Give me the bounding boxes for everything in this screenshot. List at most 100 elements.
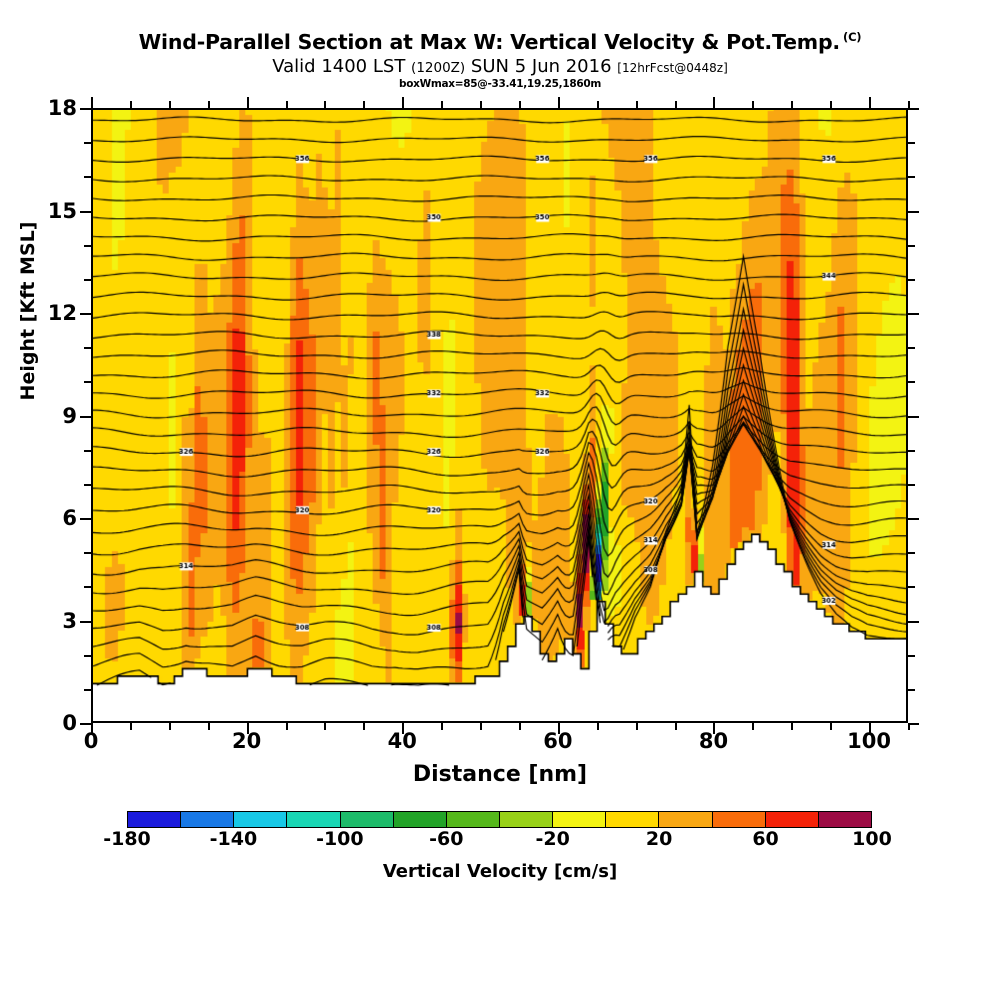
colorbar-band--180 [128, 812, 181, 827]
x-tick-top-80 [713, 97, 716, 108]
y-tick-16 [84, 176, 91, 179]
x-tick-25 [285, 723, 288, 730]
y-tick-6 [80, 518, 91, 520]
title-main-text: Wind-Parallel Section at Max W: Vertical… [138, 30, 841, 54]
colorbar-tick--140: -140 [209, 828, 258, 850]
y-tick-3 [80, 620, 91, 623]
colorbar-band--20 [552, 812, 606, 827]
y-tick-right-15 [908, 210, 919, 213]
colorbar-tick--100: -100 [316, 828, 364, 850]
y-tick-right-11 [908, 347, 915, 350]
y-tick-7 [84, 483, 91, 486]
x-axis-label: Distance [nm] [412, 762, 588, 787]
x-tick-90 [791, 723, 794, 730]
colorbar[interactable] [127, 811, 872, 828]
x-tick-top-40 [402, 97, 405, 108]
x-tick-top-25 [285, 101, 288, 108]
y-tick-right-7 [908, 483, 915, 486]
x-tick-35 [363, 723, 366, 730]
y-tick-right-6 [908, 518, 919, 520]
y-tick-right-4 [908, 586, 915, 589]
x-tick-top-35 [363, 101, 366, 108]
x-tick-65 [596, 723, 599, 730]
y-tick-5 [84, 552, 91, 555]
x-tick-top-15 [207, 101, 210, 108]
x-tick-top-30 [324, 101, 327, 108]
y-tick-right-3 [908, 620, 919, 623]
x-tick-label-40: 40 [387, 729, 417, 753]
x-tick-100 [869, 723, 872, 734]
boxwmax-label: boxWmax=85@-33.41,19.25,1860m [398, 78, 602, 90]
y-tick-label-18: 18 [47, 96, 77, 120]
y-tick-label-3: 3 [62, 608, 77, 633]
x-tick-80 [713, 723, 716, 734]
colorbar-tick--60: -60 [429, 828, 464, 850]
x-tick-top-55 [518, 101, 521, 108]
x-tick-30 [324, 723, 327, 730]
valid-time-label: Valid 1400 LST [272, 56, 406, 77]
y-tick-right-9 [908, 415, 919, 418]
x-tick-label-60: 60 [543, 729, 573, 753]
x-tick-85 [752, 723, 755, 730]
y-tick-right-13 [908, 278, 915, 281]
y-tick-right-5 [908, 552, 915, 555]
x-tick-50 [480, 723, 483, 730]
colorbar-band-80 [817, 812, 871, 827]
colorbar-tick-60: 60 [752, 828, 779, 850]
y-tick-14 [84, 244, 91, 247]
y-tick-label-12: 12 [47, 301, 77, 325]
y-tick-right-14 [908, 244, 915, 247]
x-tick-top-95 [830, 101, 833, 108]
y-tick-right-2 [908, 654, 915, 657]
x-tick-top-60 [557, 97, 560, 108]
y-tick-10 [84, 381, 91, 384]
x-tick-45 [441, 723, 444, 730]
y-tick-right-8 [908, 449, 915, 452]
x-tick-label-20: 20 [231, 729, 262, 753]
colorbar-band--160 [180, 812, 234, 827]
y-tick-11 [84, 347, 91, 350]
y-tick-right-1 [908, 688, 915, 691]
x-tick-label-80: 80 [698, 729, 729, 753]
x-tick-10 [168, 723, 171, 730]
x-tick-top-0 [91, 97, 93, 108]
colorbar-band--140 [233, 812, 287, 827]
vertical-velocity-field [93, 110, 906, 721]
x-tick-top-5 [129, 101, 132, 108]
y-tick-label-15: 15 [47, 198, 77, 223]
y-tick-label-6: 6 [62, 506, 77, 530]
y-tick-label-9: 9 [62, 403, 77, 428]
colorbar-tick-20: 20 [645, 828, 673, 850]
x-tick-75 [674, 723, 677, 730]
y-tick-15 [80, 210, 91, 213]
x-tick-70 [635, 723, 638, 730]
x-tick-20 [246, 723, 249, 734]
colorbar-band-40 [711, 812, 765, 827]
x-tick-15 [207, 723, 210, 730]
x-tick-top-90 [791, 101, 794, 108]
x-tick-top-75 [674, 101, 677, 108]
x-tick-60 [557, 723, 560, 734]
y-tick-right-12 [908, 313, 919, 315]
cross-section-plot[interactable] [91, 108, 908, 723]
colorbar-band-60 [764, 812, 818, 827]
x-tick-0 [91, 723, 93, 734]
x-tick-40 [402, 723, 405, 734]
y-tick-right-10 [908, 381, 915, 384]
chart-subtitle: Valid 1400 LST (1200Z) SUN 5 Jun 2016 [1… [0, 56, 1000, 77]
y-tick-right-16 [908, 176, 915, 179]
colorbar-band--100 [339, 812, 393, 827]
valid-date-label: SUN 5 Jun 2016 [470, 56, 612, 77]
y-tick-2 [84, 654, 91, 657]
valid-utc-label: (1200Z) [411, 60, 466, 76]
x-tick-top-50 [480, 101, 483, 108]
forecast-label: [12hrFcst@0448z] [617, 61, 728, 75]
x-tick-top-65 [596, 101, 599, 108]
colorbar-tick--20: -20 [535, 828, 570, 850]
x-tick-top-85 [752, 101, 755, 108]
x-tick-55 [518, 723, 521, 730]
x-tick-top-10 [168, 101, 171, 108]
x-tick-top-45 [441, 101, 444, 108]
y-tick-18 [80, 108, 91, 110]
x-tick-top-70 [635, 101, 638, 108]
